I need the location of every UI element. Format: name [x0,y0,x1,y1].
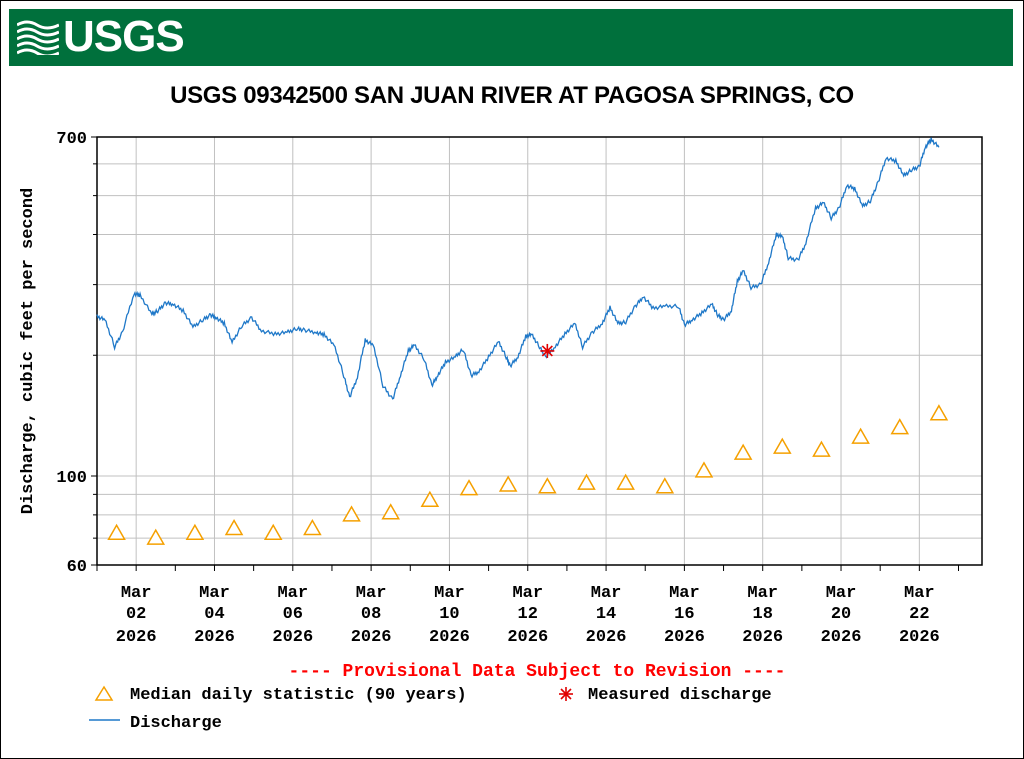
median-marker [342,505,361,522]
x-tick-label-date: 06 [283,605,303,624]
x-tick-label-date: 02 [126,605,146,624]
x-tick-label-month: Mar [512,584,543,603]
x-tick-label-date: 16 [674,605,694,624]
chart-title: USGS 09342500 SAN JUAN RIVER AT PAGOSA S… [170,82,854,109]
x-tick-label-date: 04 [204,605,224,624]
x-tick-label-month: Mar [356,584,387,603]
median-marker [381,503,400,520]
median-marker [694,461,714,478]
median-marker [146,528,166,545]
median-marker [420,490,440,508]
median-marker [655,477,675,494]
x-tick-label-month: Mar [121,584,152,603]
plot-border [96,136,983,566]
median-marker [459,479,479,496]
y-tick-label: 700 [56,130,87,149]
median-marker [851,427,870,444]
x-tick-label-date: 08 [361,605,381,624]
usgs-banner: USGS [9,9,1013,66]
x-tick-label-month: Mar [747,584,778,603]
median-marker [616,473,635,490]
legend-discharge-label: Discharge [130,714,222,733]
usgs-logo-text: USGS [63,12,185,61]
x-tick-label-year: 2026 [194,628,235,647]
median-marker [733,443,753,460]
median-marker [498,475,518,492]
x-tick-label-year: 2026 [272,628,313,647]
x-tick-label-date: 20 [831,605,851,624]
legend-measured-label: Measured discharge [588,686,772,705]
x-tick-label-year: 2026 [429,628,470,647]
x-tick-label-month: Mar [826,584,857,603]
x-tick-label-year: 2026 [351,628,392,647]
x-tick-label-month: Mar [591,584,622,603]
median-marker [577,473,596,490]
x-tick-label-month: Mar [904,584,935,603]
x-tick-label-year: 2026 [742,628,783,647]
x-tick-label-year: 2026 [821,628,862,647]
median-marker [890,418,910,435]
discharge-line [96,137,940,400]
x-tick-label-date: 10 [439,605,459,624]
x-tick-label-month: Mar [199,584,230,603]
median-marker [772,437,792,454]
plot-area [97,137,982,565]
measured-discharge-marker [540,343,555,358]
x-tick-label-year: 2026 [899,628,940,647]
median-marker [107,523,126,540]
median-marker [812,440,831,457]
median-marker [224,518,244,536]
usgs-wave-icon [17,20,59,55]
x-tick-label-month: Mar [434,584,465,603]
y-tick-label: 60 [67,558,87,577]
x-tick-label-year: 2026 [507,628,548,647]
x-tick-label-date: 18 [753,605,773,624]
x-tick-label-date: 22 [909,605,929,624]
provisional-notice: ---- Provisional Data Subject to Revisio… [289,662,786,682]
legend-median-label: Median daily statistic (90 years) [130,686,467,705]
x-tick-label-date: 12 [518,605,538,624]
x-tick-label-year: 2026 [116,628,157,647]
median-marker [303,518,322,536]
x-tick-label-year: 2026 [664,628,705,647]
y-axis-label: Discharge, cubic feet per second [19,188,38,514]
usgs-logo: USGS [17,12,185,61]
median-marker [929,404,949,421]
x-tick-label-date: 14 [596,605,616,624]
measured-marker-stroke [541,345,553,357]
median-marker [263,523,283,540]
median-marker [185,523,205,540]
median-marker [538,477,557,494]
legend-median-symbol [94,685,114,701]
x-tick-label-year: 2026 [586,628,627,647]
x-tick-label-month: Mar [277,584,308,603]
y-tick-label: 100 [56,469,87,488]
x-tick-label-month: Mar [669,584,700,603]
legend-measured-symbol [560,688,572,700]
